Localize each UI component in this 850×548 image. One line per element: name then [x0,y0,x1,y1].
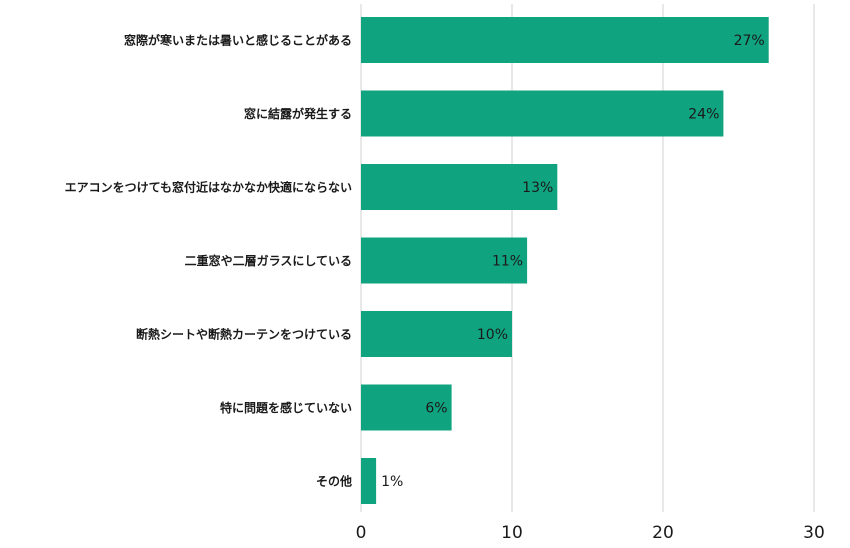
value-labels: 27% 24% 13% 11% 10% 6% 1% [381,33,765,490]
value-label-3: 11% [492,254,523,270]
value-label-2: 13% [522,180,553,196]
category-label-1: 窓に結露が発生する [244,106,352,121]
x-tick-label-10: 10 [501,523,523,543]
category-labels: 窓際が寒いまたは暑いと感じることがある窓に結露が発生するエアコンをつけても窓付近… [65,33,352,489]
bar-0 [361,17,769,63]
bar-1 [361,90,724,137]
bar-4 [361,311,512,357]
category-label-5: 特に問題を感じていない [220,400,352,415]
value-label-4: 10% [477,327,508,343]
value-label-6: 1% [381,474,403,490]
category-label-6: その他 [316,474,352,489]
x-tick-label-30: 30 [803,523,825,543]
bars [361,17,769,504]
x-tick-label-20: 20 [652,523,674,543]
value-label-0: 27% [734,33,765,49]
category-label-2: エアコンをつけても窓付近はなかなか快適にならない [65,180,352,195]
x-tick-label-0: 0 [356,523,367,543]
category-label-4: 断熱シートや断熱カーテンをつけている [136,327,352,342]
x-axis-ticks: 0 10 20 30 [356,523,825,543]
bar-6 [361,458,377,504]
bar-5 [361,384,452,431]
category-label-0: 窓際が寒いまたは暑いと感じることがある [124,33,352,48]
value-label-1: 24% [688,107,719,123]
bar-3 [361,237,528,284]
value-label-5: 6% [425,401,447,417]
category-label-3: 二重窓や二層ガラスにしている [185,253,352,268]
bar-2 [361,164,558,210]
